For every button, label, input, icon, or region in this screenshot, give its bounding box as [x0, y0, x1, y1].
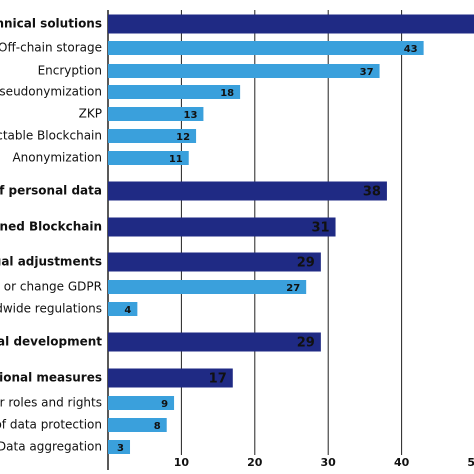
bar [108, 64, 380, 78]
category-label: of data protection [0, 418, 102, 432]
category-label: Pseudonymization [0, 85, 102, 99]
value-label: 29 [297, 336, 315, 351]
bar [108, 280, 307, 294]
category-label: cal development [0, 335, 102, 349]
category-label: of personal data [0, 184, 102, 198]
category-label: ZKP [79, 107, 102, 121]
x-tick-label: 40 [394, 456, 410, 469]
value-label: 13 [183, 110, 197, 121]
category-label: er roles and rights [0, 396, 102, 410]
value-label: 9 [161, 399, 168, 410]
x-tick-label: 10 [174, 456, 190, 469]
category-label: actable Blockchain [0, 129, 102, 143]
bar [108, 85, 241, 99]
x-tick-label: 50 [467, 456, 474, 469]
bar [108, 396, 175, 410]
category-label: Data aggregation [0, 440, 102, 454]
bar [108, 181, 387, 201]
bar [108, 368, 233, 388]
value-label: 17 [209, 372, 227, 387]
bar [108, 41, 424, 55]
value-label: 37 [360, 67, 374, 78]
value-label: 12 [176, 132, 190, 143]
bar [108, 14, 474, 34]
value-label: 3 [117, 443, 124, 454]
bar [108, 217, 336, 237]
value-label: 38 [363, 185, 381, 200]
category-label: ational measures [0, 371, 102, 385]
bar [108, 332, 321, 352]
bar [108, 129, 197, 143]
value-label: 29 [297, 256, 315, 271]
value-label: 27 [286, 283, 300, 294]
category-label: Encryption [38, 64, 102, 78]
category-label: ioned Blockchain [0, 220, 102, 234]
value-label: 4 [124, 305, 131, 316]
value-label: 11 [169, 154, 183, 165]
bar [108, 302, 138, 316]
category-label: Off-chain storage [0, 41, 102, 55]
x-tick-label: 20 [247, 456, 263, 469]
value-label: 8 [154, 421, 161, 432]
value-label: 31 [311, 221, 329, 236]
category-label: chnical solutions [0, 17, 102, 31]
bar [108, 107, 204, 121]
category-label: dwide regulations [0, 302, 102, 316]
value-label: 18 [220, 88, 234, 99]
bar [108, 151, 189, 165]
bar [108, 418, 167, 432]
x-tick-label: 30 [321, 456, 337, 469]
category-label: Anonymization [12, 151, 102, 165]
value-label: 43 [404, 44, 418, 55]
category-label: egal adjustments [0, 255, 102, 269]
category-label: e or change GDPR [0, 280, 102, 294]
bar [108, 252, 321, 272]
bar [108, 440, 131, 454]
